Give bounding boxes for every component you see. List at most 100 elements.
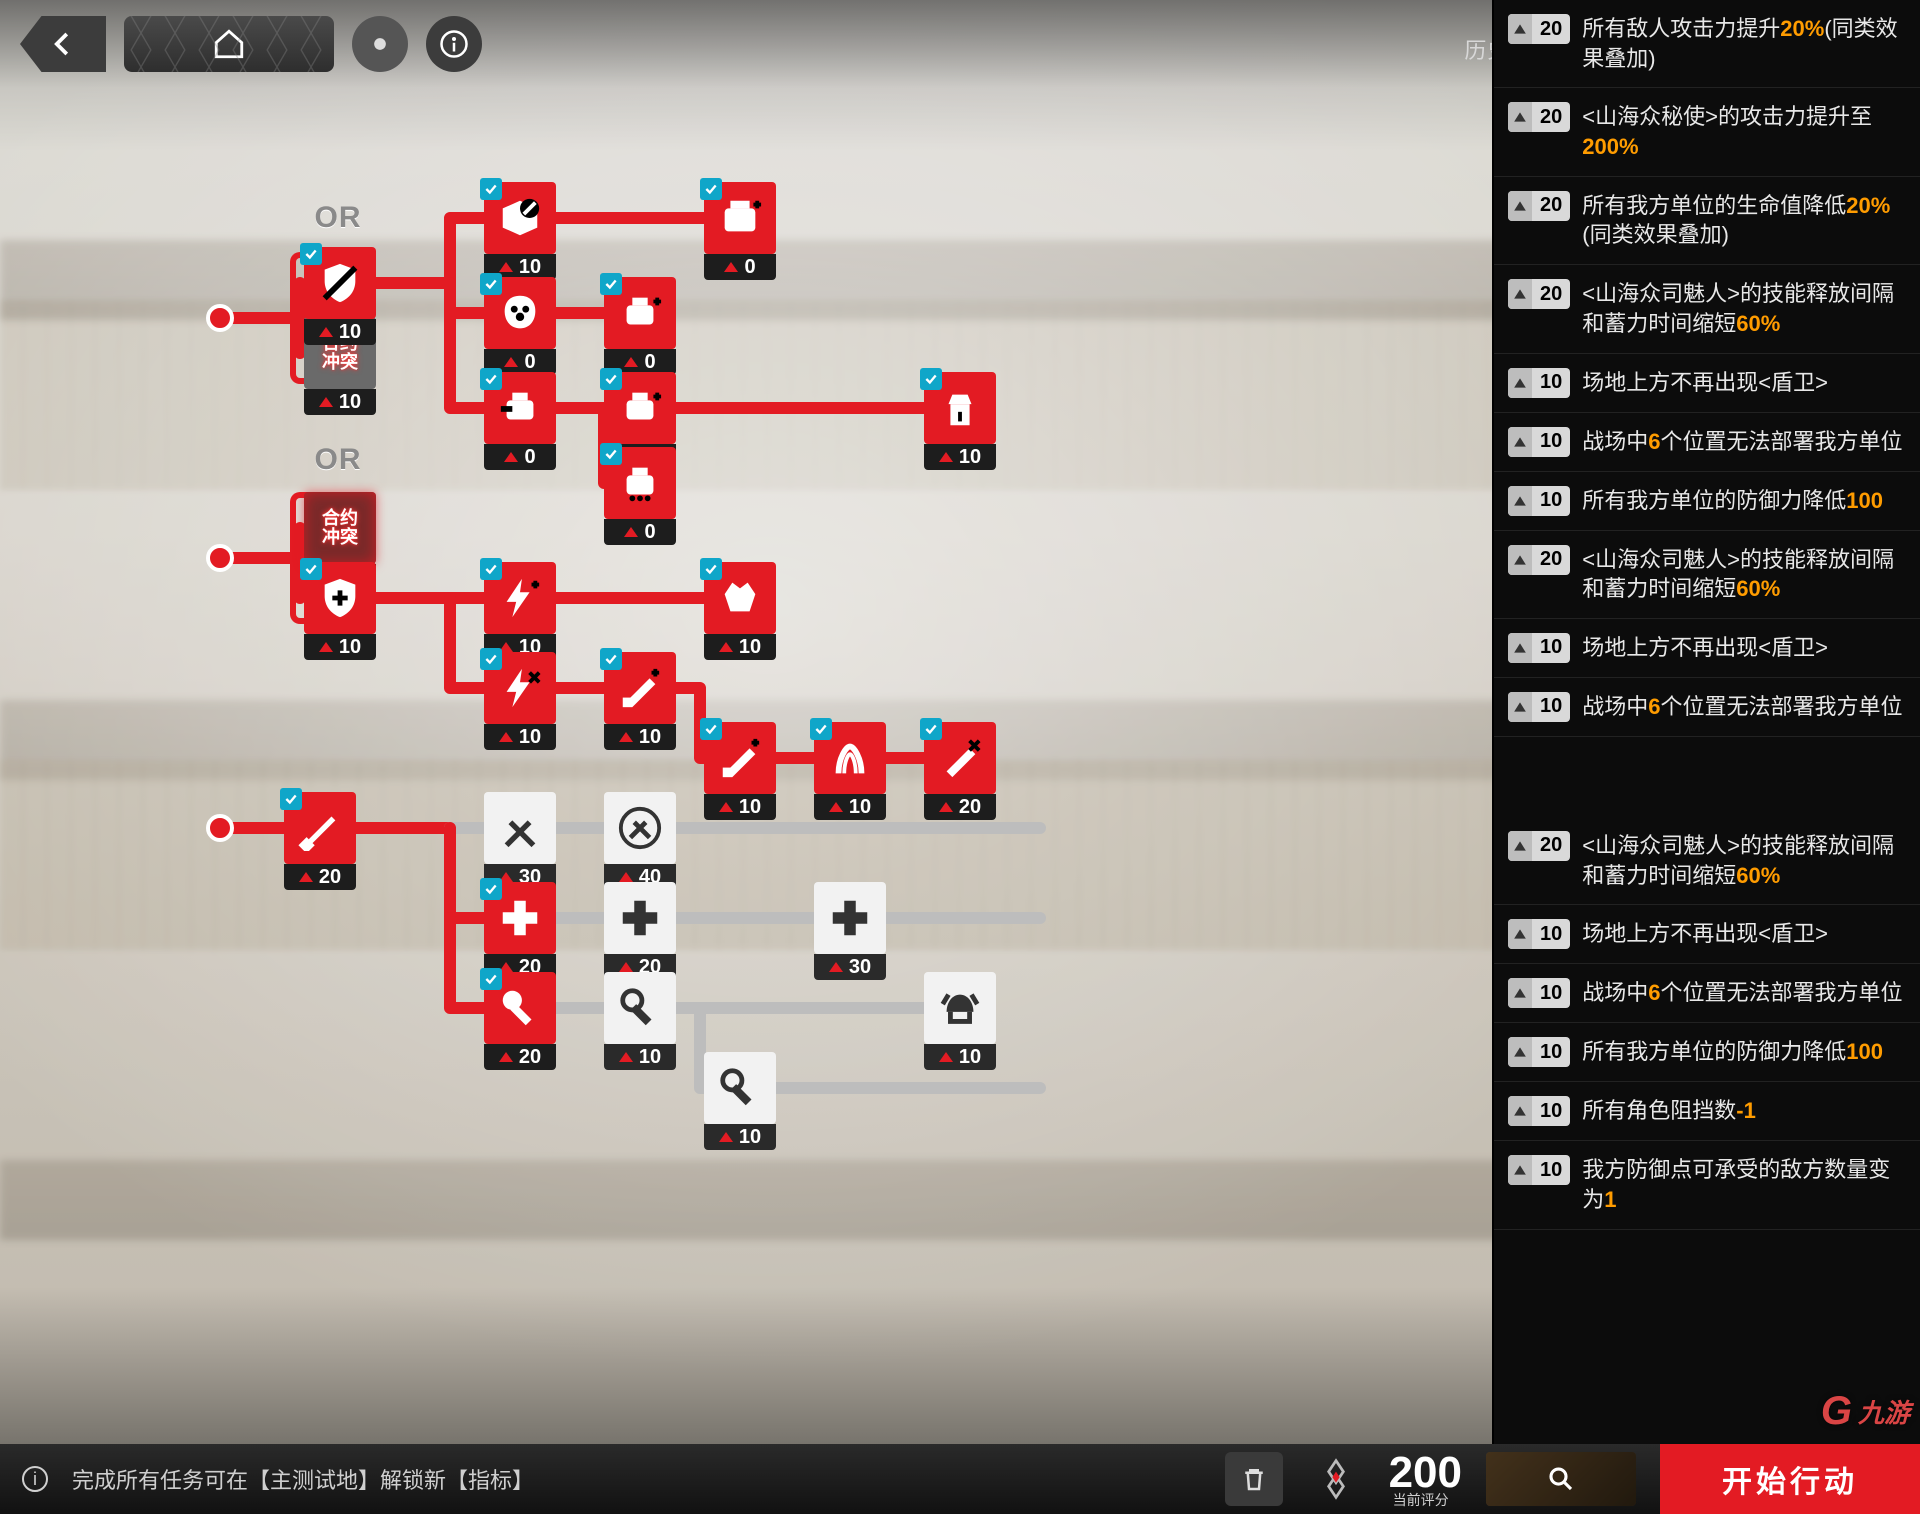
wolf-icon — [717, 575, 763, 621]
contract-tree[interactable]: OROR合约冲突10合约冲突10101010000000101010101010… — [0, 88, 1492, 1444]
sidebar-text: 战场中6个位置无法部署我方单位 — [1582, 978, 1904, 1008]
sidebar-item[interactable]: 10 场地上方不再出现<盾卫> — [1494, 905, 1920, 964]
bottom-bar: i 完成所有任务可在【主测试地】解锁新【指标】 200 当前评分 开始行动 — [0, 1444, 1920, 1514]
nav-dot-button[interactable] — [352, 16, 408, 72]
sidebar-item[interactable]: 20所有敌人攻击力提升20%(同类效果叠加) — [1494, 0, 1920, 88]
sidebar-item[interactable]: 20<山海众秘使>的攻击力提升至200% — [1494, 88, 1920, 176]
turret-minus-icon — [497, 385, 543, 431]
helmet-icon — [937, 985, 983, 1031]
sidebar-item[interactable]: 10战场中6个位置无法部署我方单位 — [1494, 678, 1920, 737]
skill-node[interactable]: 20 — [484, 972, 556, 1070]
start-button[interactable]: 开始行动 — [1660, 1444, 1920, 1514]
turret-plus-icon — [617, 385, 663, 431]
bottom-tip: 完成所有任务可在【主测试地】解锁新【指标】 — [72, 1463, 534, 1495]
risk-badge: 10 — [1508, 919, 1570, 949]
bolt-x-icon — [497, 665, 543, 711]
start-label: 开始行动 — [1722, 1457, 1858, 1501]
skill-node[interactable]: 40 — [604, 792, 676, 890]
current-score-label: 当前评分 — [1393, 1493, 1449, 1507]
skill-node[interactable]: 10 — [814, 722, 886, 820]
info-button[interactable] — [426, 16, 482, 72]
risk-badge: 10 — [1508, 1155, 1570, 1185]
risk-badge: 10 — [1508, 1037, 1570, 1067]
skill-node[interactable]: 0 — [604, 447, 676, 545]
skill-node[interactable]: 10 — [484, 652, 556, 750]
sidebar-text: 所有角色阻挡数-1 — [1582, 1096, 1904, 1126]
sidebar-text: 场地上方不再出现<盾卫> — [1582, 633, 1904, 663]
skill-node[interactable]: 10 — [604, 972, 676, 1070]
back-button[interactable] — [20, 16, 106, 72]
dot-icon — [366, 30, 394, 58]
blade-plus-icon — [717, 735, 763, 781]
watermark-text: 九游 — [1858, 1393, 1910, 1430]
info-icon: i — [22, 1466, 48, 1492]
skill-node[interactable]: 20 — [924, 722, 996, 820]
risk-badge: 20 — [1508, 191, 1570, 221]
sidebar-item[interactable]: 10 场地上方不再出现<盾卫> — [1494, 354, 1920, 413]
sidebar-item[interactable]: 10 所有我方单位的防御力降低100 — [1494, 472, 1920, 531]
sidebar-item[interactable]: 20<山海众司魅人>的技能释放间隔和蓄力时间缩短60% — [1494, 265, 1920, 353]
sidebar-text: 场地上方不再出现<盾卫> — [1582, 368, 1904, 398]
sidebar-item[interactable]: 20<山海众司魅人>的技能释放间隔和蓄力时间缩短60% — [1494, 531, 1920, 619]
home-button[interactable] — [124, 16, 334, 72]
sidebar-item[interactable]: 10 战场中6个位置无法部署我方单位 — [1494, 413, 1920, 472]
trash-button[interactable] — [1225, 1452, 1283, 1506]
shield-plus-icon — [317, 575, 363, 621]
magnify-overlay — [1486, 1452, 1636, 1506]
blade-plus-icon — [617, 665, 663, 711]
sidebar-item[interactable]: 20 <山海众司魅人>的技能释放间隔和蓄力时间缩短60% — [1494, 817, 1920, 905]
turret-big-icon — [717, 195, 763, 241]
plus-icon — [827, 895, 873, 941]
sidebar-item[interactable]: 10所有角色阻挡数-1 — [1494, 1082, 1920, 1141]
plus-icon — [617, 895, 663, 941]
skill-node[interactable]: 20 — [484, 882, 556, 980]
tag-ring-icon — [617, 985, 663, 1031]
swords-ring-icon — [617, 805, 663, 851]
risk-badge: 10 — [1508, 427, 1570, 457]
skill-node[interactable]: 10 — [484, 562, 556, 660]
sidebar-text: 场地上方不再出现<盾卫> — [1582, 919, 1904, 949]
risk-badge: 20 — [1508, 831, 1570, 861]
sidebar-text: <山海众秘使>的攻击力提升至200% — [1582, 102, 1904, 161]
skill-node[interactable]: 0 — [604, 277, 676, 375]
skill-node[interactable]: 0 — [484, 277, 556, 375]
sidebar-text: <山海众司魅人>的技能释放间隔和蓄力时间缩短60% — [1582, 831, 1904, 890]
risk-badge: 20 — [1508, 545, 1570, 575]
turret-dots-icon — [617, 460, 663, 506]
sidebar-item[interactable]: 10 我方防御点可承受的敌方数量变为1 — [1494, 1141, 1920, 1229]
skill-node[interactable]: 20 — [604, 882, 676, 980]
sidebar-item[interactable]: 10战场中6个位置无法部署我方单位 — [1494, 964, 1920, 1023]
skill-node[interactable]: 30 — [484, 792, 556, 890]
sidebar-item[interactable]: 20所有我方单位的生命值降低20%(同类效果叠加) — [1494, 177, 1920, 265]
skill-node[interactable]: 0 — [484, 372, 556, 470]
map-thumbnail[interactable] — [1486, 1452, 1636, 1506]
risk-badge: 10 — [1508, 368, 1570, 398]
turret-plus-icon — [617, 290, 663, 336]
emblem-button[interactable] — [1307, 1452, 1365, 1506]
risk-badge: 20 — [1508, 14, 1570, 44]
sidebar-text: <山海众司魅人>的技能释放间隔和蓄力时间缩短60% — [1582, 279, 1904, 338]
skill-node[interactable]: 10 — [604, 652, 676, 750]
skill-node[interactable]: 10 — [304, 247, 376, 345]
skill-node[interactable]: 10 — [704, 722, 776, 820]
sidebar-item[interactable]: 10所有我方单位的防御力降低100 — [1494, 1023, 1920, 1082]
skill-node[interactable]: 10 — [304, 562, 376, 660]
skill-node[interactable]: 30 — [814, 882, 886, 980]
sidebar-item[interactable]: 10场地上方不再出现<盾卫> — [1494, 619, 1920, 678]
sidebar-text: 所有我方单位的防御力降低100 — [1582, 486, 1904, 516]
skill-node[interactable]: 0 — [704, 182, 776, 280]
or-label: OR — [315, 201, 362, 235]
chevron-left-icon — [48, 29, 78, 59]
plus-icon — [497, 895, 543, 941]
skill-node[interactable]: 20 — [284, 792, 356, 890]
sidebar-text: 我方防御点可承受的敌方数量变为1 — [1582, 1155, 1904, 1214]
effects-sidebar[interactable]: 20所有敌人攻击力提升20%(同类效果叠加)20<山海众秘使>的攻击力提升至20… — [1492, 0, 1920, 1444]
skill-node[interactable]: 10 — [704, 562, 776, 660]
skill-node[interactable]: 10 — [924, 372, 996, 470]
skill-node[interactable]: 10 — [924, 972, 996, 1070]
skill-node[interactable]: 10 — [484, 182, 556, 280]
skill-node[interactable]: 10 — [704, 1052, 776, 1150]
sidebar-text: 战场中6个位置无法部署我方单位 — [1582, 427, 1904, 457]
risk-badge: 10 — [1508, 486, 1570, 516]
sidebar-text: 战场中6个位置无法部署我方单位 — [1582, 692, 1904, 722]
